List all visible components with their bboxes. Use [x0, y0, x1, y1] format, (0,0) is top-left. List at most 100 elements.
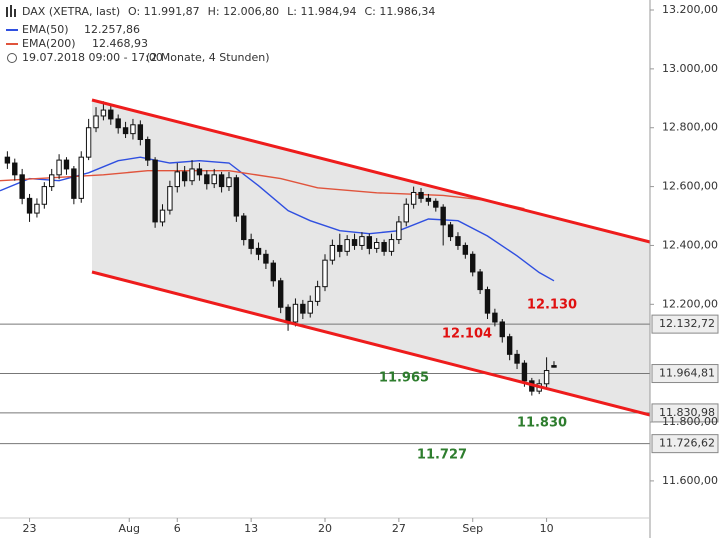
candle-body [130, 124, 136, 135]
candle-body [226, 177, 232, 188]
candle-body [174, 171, 180, 188]
y-tick-label: 11.800,00 [662, 415, 718, 428]
candle-body [270, 262, 276, 282]
candle-body [34, 203, 40, 214]
level-label-box [651, 314, 719, 334]
candle-body [26, 197, 33, 214]
level-label-box [651, 434, 719, 454]
x-tick-label: 27 [392, 522, 406, 535]
candle-body [307, 300, 313, 314]
candle-body [4, 156, 11, 164]
candle-body [403, 203, 409, 223]
candle-body [470, 253, 476, 273]
level-label: 12.132,72 [659, 317, 715, 330]
subtitle: 19.07.2018 09:00 - 17:00 [22, 51, 163, 64]
candle-body [137, 124, 144, 141]
candle-body [211, 174, 217, 185]
legend-label: EMA(50) [22, 23, 69, 36]
annotation: 11.830 [517, 416, 567, 431]
level-label-box [651, 364, 719, 384]
candle-body [322, 259, 328, 288]
candle-body [85, 127, 92, 158]
candle-body [381, 242, 387, 252]
candle-body [189, 168, 195, 182]
ohlc-label: C: 11.986,34 [364, 5, 435, 18]
candle-body [329, 244, 336, 261]
ema-line [0, 170, 525, 210]
level-label: 11.830,98 [659, 406, 715, 419]
candle-body [12, 162, 18, 176]
candle-body [181, 171, 188, 182]
legend-label: EMA(200) [22, 37, 76, 50]
legend-value: 12.468,93 [92, 37, 148, 50]
ohlc-label: L: 11.984,94 [287, 5, 356, 18]
candle-body [159, 209, 166, 223]
candle-body [447, 224, 454, 238]
candle-body [551, 365, 557, 368]
candle-body [277, 280, 284, 308]
candle-body [63, 159, 70, 170]
axis-layer: 12.132,72 11.964,81 11.830,98 11.726,62 12.1… [23, 3, 719, 535]
channel-lower [91, 270, 651, 417]
level-label-box [651, 403, 719, 423]
candle-body [285, 306, 291, 323]
candle-body [41, 186, 48, 205]
annotation: 11.727 [417, 448, 467, 463]
candle-body [263, 253, 269, 264]
x-tick-label: 20 [318, 522, 332, 535]
channel-area [92, 100, 650, 415]
header-bg [0, 0, 330, 66]
header-icon [6, 5, 16, 17]
candle-body [108, 109, 114, 120]
candle-body [122, 127, 129, 135]
candle-body [248, 239, 254, 249]
candle-body [292, 303, 299, 323]
annotation: 12.130 [527, 298, 577, 313]
annotation: 11.965 [379, 371, 429, 386]
candle-body [344, 239, 350, 252]
candle-body [388, 239, 395, 252]
candle-body [425, 197, 432, 202]
candle-body [218, 174, 225, 188]
candle-body [351, 239, 358, 246]
candle-body [374, 242, 380, 249]
candle-body [314, 286, 321, 302]
plot-layer [0, 101, 650, 445]
y-tick-label: 12.200,00 [662, 297, 718, 310]
candle-body [300, 303, 306, 314]
x-tick-label: 10 [540, 522, 554, 535]
candle-body [19, 174, 25, 199]
candle-body [115, 118, 121, 129]
y-tick-label: 12.600,00 [662, 180, 718, 193]
ohlc-values: O: 11.991,87 H: 12.006,80 L: 11.984,94 C: 1… [128, 5, 435, 18]
y-tick-label: 13.200,00 [662, 3, 718, 16]
annotation: 12.104 [442, 327, 492, 342]
candle-body [506, 336, 513, 355]
candle-body [359, 236, 365, 246]
candle-body [71, 168, 77, 199]
candle-body [100, 109, 107, 117]
x-tick-label: 6 [174, 522, 181, 535]
y-tick-label: 13.000,00 [662, 62, 718, 75]
legend-value: 12.257,86 [84, 23, 140, 36]
candle-body [433, 200, 439, 208]
candle-body [455, 236, 461, 246]
candle-body [514, 353, 520, 364]
candle-body [418, 191, 424, 199]
y-tick-label: 12.400,00 [662, 238, 718, 251]
candle-body [49, 174, 55, 188]
candle-body [255, 247, 262, 255]
candle-body [410, 191, 417, 205]
candle-body [492, 312, 498, 323]
candle-body [204, 174, 210, 185]
y-tick-label: 11.600,00 [662, 474, 718, 487]
candle-body [167, 186, 173, 211]
candle-body [499, 321, 505, 338]
candle-body [440, 206, 446, 226]
level-label: 11.964,81 [659, 367, 715, 380]
candle-body [152, 159, 158, 223]
candle-body [521, 362, 528, 382]
candle-body [233, 177, 240, 217]
